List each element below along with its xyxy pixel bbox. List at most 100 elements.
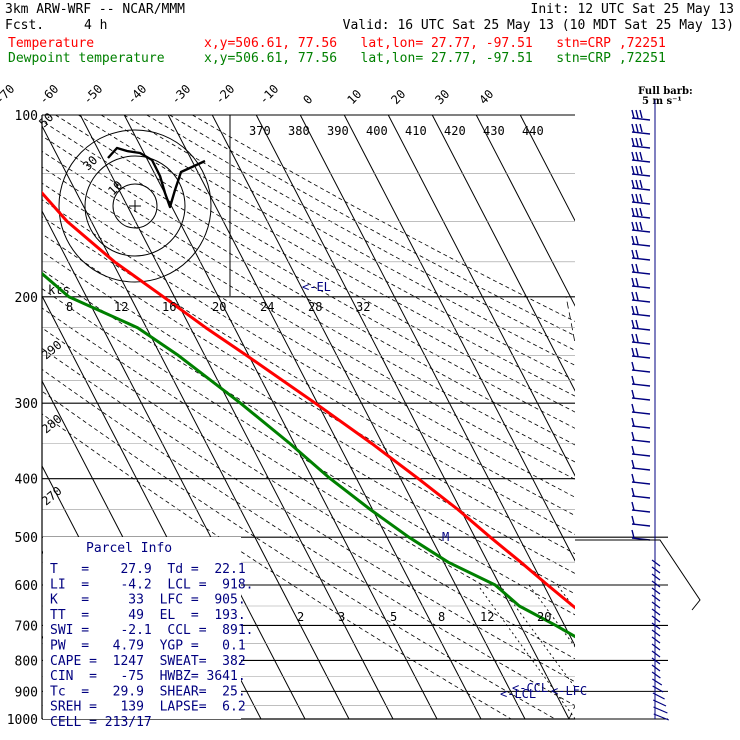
isotherm-line [123,115,438,719]
moist-adiabat-line [707,297,740,719]
isotherm-line [255,115,570,719]
wind-barb [631,123,635,133]
wind-barb [639,137,643,147]
theta-e-label: 430 [483,124,505,138]
pressure-tick-label: 500 [15,531,38,546]
parcel-info-row: TT = 49 EL = 193. [50,608,246,623]
temperature-tick-label: 20 [388,87,408,107]
wind-barb [635,207,639,217]
pressure-tick-label: 100 [15,109,38,124]
sounding-series [42,190,575,639]
parcel-info-title: Parcel Info [86,541,172,556]
parcel-info-row: LI = -4.2 LCL = 918. [50,577,254,592]
isotherm-line [167,115,482,719]
wind-barb [639,207,643,217]
mixing-ratio-label: 16 [162,300,176,314]
isotherm-line [519,115,575,222]
theta-e-label: 440 [522,124,544,138]
wind-barb [631,523,651,527]
wind-barb [635,109,639,119]
temperature-tick-label: -30 [168,82,193,107]
hodograph-ring [84,155,186,257]
mixing-ratio-label: 2 [297,610,304,624]
pressure-tick-label: 300 [15,397,38,412]
wind-barb [631,341,651,345]
wind-barb [635,193,639,203]
wind-barb [635,347,639,357]
isotherm-line [42,124,350,719]
wind-barb [651,636,661,644]
isotherm-line [42,209,306,719]
wind-barb [631,361,635,371]
wind-barb [631,397,651,401]
wind-barb [639,151,643,161]
parcel-info-panel: Parcel Info T = 27.9 Td = 22.1LI = -4.2 L… [43,537,254,730]
wind-barb [635,179,639,189]
temperature-tick-label: -50 [80,82,105,107]
lcl-marker: <-LCL [500,687,536,701]
wind-barb [651,566,661,574]
wind-barb [639,123,643,133]
moist-adiabat-line [728,297,740,719]
wind-barb [651,650,661,658]
hodograph-ring-label: 50 [36,110,56,130]
dry-adiabat-line [192,115,575,322]
wind-barb [631,207,635,217]
temperature-tick-label: 40 [476,87,496,107]
moist-adiabat-line [687,297,740,719]
wind-barb [651,671,661,679]
wind-barb [651,601,661,609]
wind-barb [631,173,651,177]
m-marker: M [442,530,449,544]
wind-barb [631,509,651,513]
wind-barb [631,529,635,539]
mixing-ratio-line [583,585,687,719]
mixing-ratio-label: 24 [260,300,274,314]
wind-barb [653,713,670,721]
wind-barb [631,327,651,331]
wind-barb [639,179,643,189]
wind-barb [635,277,639,287]
wind-barb [651,643,661,651]
wind-barb [631,411,651,415]
wind-barb [631,263,635,273]
pressure-tick-label: 700 [15,619,38,634]
mixing-ratio-line [644,585,740,719]
wind-barb [631,215,651,219]
wind-barb [631,193,635,203]
parcel-info-row: CIN = -75 HWBZ= 3641. [50,669,246,684]
wind-barb [635,319,639,329]
mixing-ratio-line [528,584,575,648]
isotherm-line [299,115,575,647]
dry-adiabat-label: 280 [39,412,65,437]
wind-barbs: Full barb:5 m s⁻¹ [575,86,701,721]
wind-barb [631,333,635,343]
hodograph-ring-label: 30 [80,153,100,173]
wind-barb [631,515,635,525]
wind-barb [639,165,643,175]
wind-barb [631,179,635,189]
wind-barb [635,165,639,175]
wind-barb [631,313,651,317]
theta-e-label: 390 [327,124,349,138]
model-title: 3km ARW-WRF -- NCAR/MMM [5,2,186,17]
wind-barb [631,235,635,245]
wind-barb [631,453,651,457]
wind-barb [631,249,635,259]
wind-barb [631,487,635,497]
hodograph-ring-label: 10 [105,178,125,198]
wind-barb [635,235,639,245]
wind-barb [631,445,635,455]
wind-barb [651,615,661,623]
isotherm-line [431,115,575,392]
wind-barb [631,355,651,359]
dry-adiabat-label: 270 [39,484,65,509]
temperature-tick-label: -60 [36,82,61,107]
wind-barb [631,277,635,287]
dewpoint-legend-label: Dewpoint temperature [8,51,165,66]
wind-barb [631,305,635,315]
temperature-tick-label: 10 [344,87,364,107]
isotherm-lines [42,115,575,719]
wind-barb [631,369,651,373]
wind-barb [631,229,651,233]
